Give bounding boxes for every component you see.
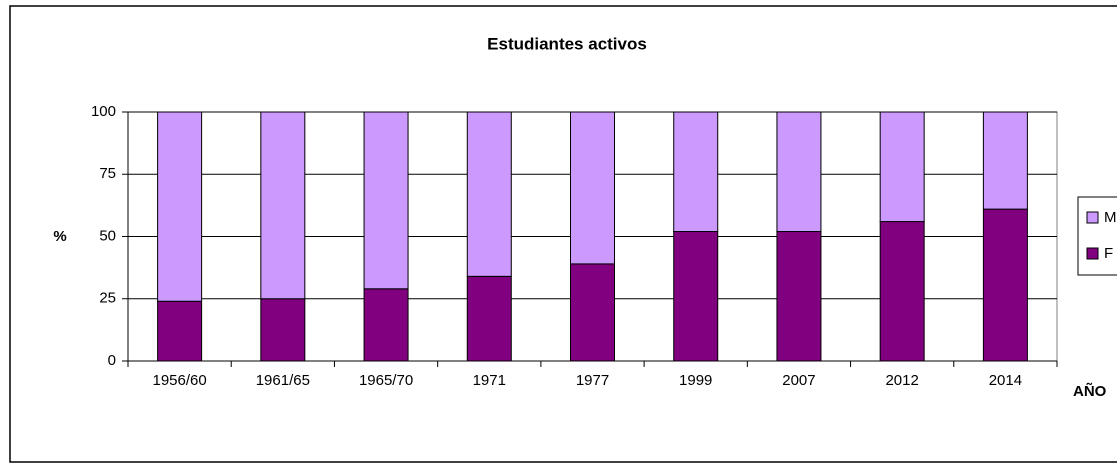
chart-title: Estudiantes activos xyxy=(487,34,647,53)
legend-box xyxy=(1077,196,1117,276)
y-tick-label: 25 xyxy=(99,290,116,307)
x-tick-label: 1961/65 xyxy=(256,372,310,389)
x-tick-label: 1956/60 xyxy=(152,372,206,389)
x-tick-label: 1977 xyxy=(576,372,609,389)
y-axis-label: % xyxy=(53,228,66,245)
y-tick-label: 50 xyxy=(99,227,116,244)
y-tick-label: 100 xyxy=(91,103,116,120)
bar-segment xyxy=(776,231,822,362)
x-axis-label: AÑO xyxy=(1073,382,1107,400)
bar-segment xyxy=(776,111,822,233)
x-tick-label: 2012 xyxy=(885,372,918,389)
x-tick-label: 1965/70 xyxy=(359,372,413,389)
bar-segment xyxy=(879,221,925,362)
bar-segment xyxy=(982,208,1028,362)
bar-segment xyxy=(673,111,719,233)
legend-label: F xyxy=(1104,245,1113,262)
y-tick-label: 0 xyxy=(108,352,116,369)
bar-segment xyxy=(363,288,409,362)
bar-segment xyxy=(466,111,512,277)
x-tick-label: 2014 xyxy=(989,372,1022,389)
x-tick-label: 1999 xyxy=(679,372,712,389)
bar-segment xyxy=(157,111,203,302)
bar-segment xyxy=(466,275,512,362)
legend-label: M xyxy=(1104,209,1117,226)
bar-segment xyxy=(982,111,1028,210)
bar-segment xyxy=(363,111,409,290)
bar-segment xyxy=(673,231,719,362)
bar-segment xyxy=(570,111,615,265)
legend-swatch xyxy=(1086,247,1099,260)
bar-segment xyxy=(260,111,306,300)
legend-swatch xyxy=(1086,211,1099,224)
bar-segment xyxy=(879,111,925,223)
y-tick-label: 75 xyxy=(99,165,116,182)
bar-segment xyxy=(570,263,615,362)
x-tick-label: 2007 xyxy=(782,372,815,389)
bar-segment xyxy=(260,298,306,362)
bar-segment xyxy=(157,300,203,362)
x-tick-label: 1971 xyxy=(473,372,506,389)
